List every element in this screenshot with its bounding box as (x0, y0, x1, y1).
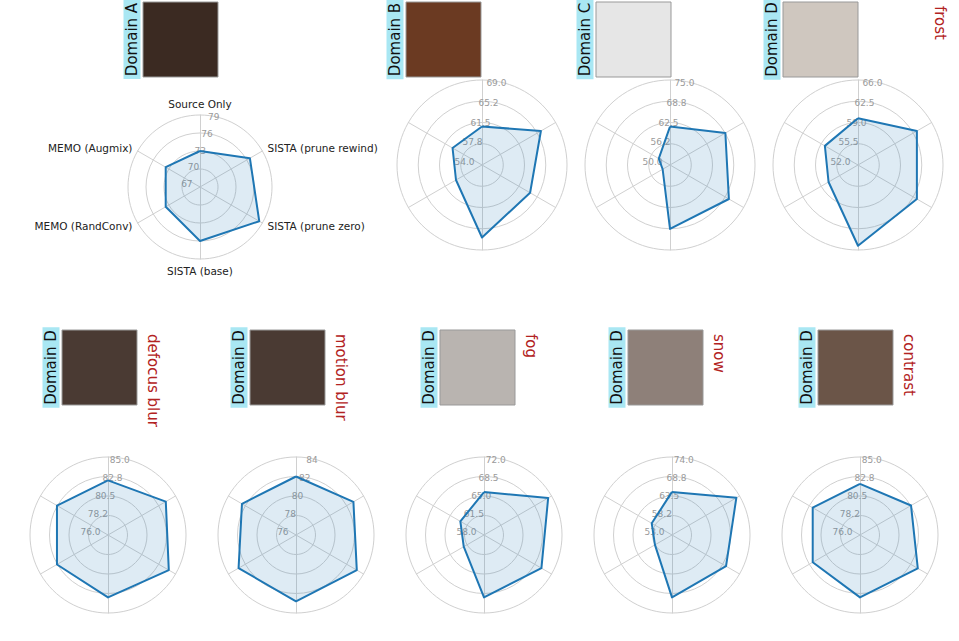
svg-text:68.8: 68.8 (666, 98, 686, 108)
svg-text:snow: snow (710, 334, 728, 373)
svg-text:72.0: 72.0 (486, 455, 506, 465)
svg-text:76: 76 (201, 129, 213, 139)
svg-text:defocus blur: defocus blur (144, 334, 162, 428)
svg-text:contrast: contrast (900, 334, 918, 396)
svg-text:68.5: 68.5 (478, 473, 498, 483)
svg-text:Domain D: Domain D (608, 330, 626, 405)
svg-text:65.2: 65.2 (478, 98, 498, 108)
svg-text:79: 79 (208, 112, 220, 122)
svg-text:62.5: 62.5 (658, 118, 678, 128)
svg-text:61.5: 61.5 (470, 117, 491, 128)
svg-text:75.0: 75.0 (674, 78, 694, 88)
svg-text:Source Only: Source Only (168, 98, 231, 110)
svg-text:68.8: 68.8 (666, 473, 686, 483)
svg-text:56.2: 56.2 (650, 137, 671, 148)
svg-text:Domain D: Domain D (42, 330, 60, 405)
svg-text:SISTA (prune zero): SISTA (prune zero) (268, 220, 365, 232)
svg-text:Domain D: Domain D (798, 330, 816, 405)
svg-text:Domain A: Domain A (123, 2, 141, 76)
svg-text:MEMO (Augmix): MEMO (Augmix) (48, 142, 132, 154)
svg-text:85.0: 85.0 (862, 455, 882, 465)
svg-text:84: 84 (306, 455, 318, 465)
svg-text:MEMO (RandConv): MEMO (RandConv) (34, 220, 132, 232)
svg-text:fog: fog (522, 334, 540, 358)
svg-text:62.5: 62.5 (854, 98, 874, 108)
svg-text:Domain D: Domain D (763, 2, 781, 77)
svg-text:69.0: 69.0 (486, 78, 506, 88)
svg-text:Domain D: Domain D (230, 330, 248, 405)
svg-text:74.0: 74.0 (674, 455, 694, 465)
svg-text:Domain D: Domain D (420, 330, 438, 405)
svg-text:66.0: 66.0 (862, 78, 882, 88)
svg-text:82.8: 82.8 (102, 472, 123, 483)
svg-text:motion blur: motion blur (332, 334, 350, 421)
svg-text:SISTA (prune rewind): SISTA (prune rewind) (268, 142, 378, 154)
svg-text:Domain C: Domain C (576, 3, 594, 76)
svg-text:85.0: 85.0 (110, 455, 130, 465)
svg-text:Domain B: Domain B (386, 3, 404, 76)
svg-text:50.0: 50.0 (642, 157, 663, 167)
svg-text:82.8: 82.8 (854, 473, 874, 483)
svg-text:SISTA (base): SISTA (base) (167, 265, 233, 277)
svg-text:frost: frost (931, 6, 949, 40)
